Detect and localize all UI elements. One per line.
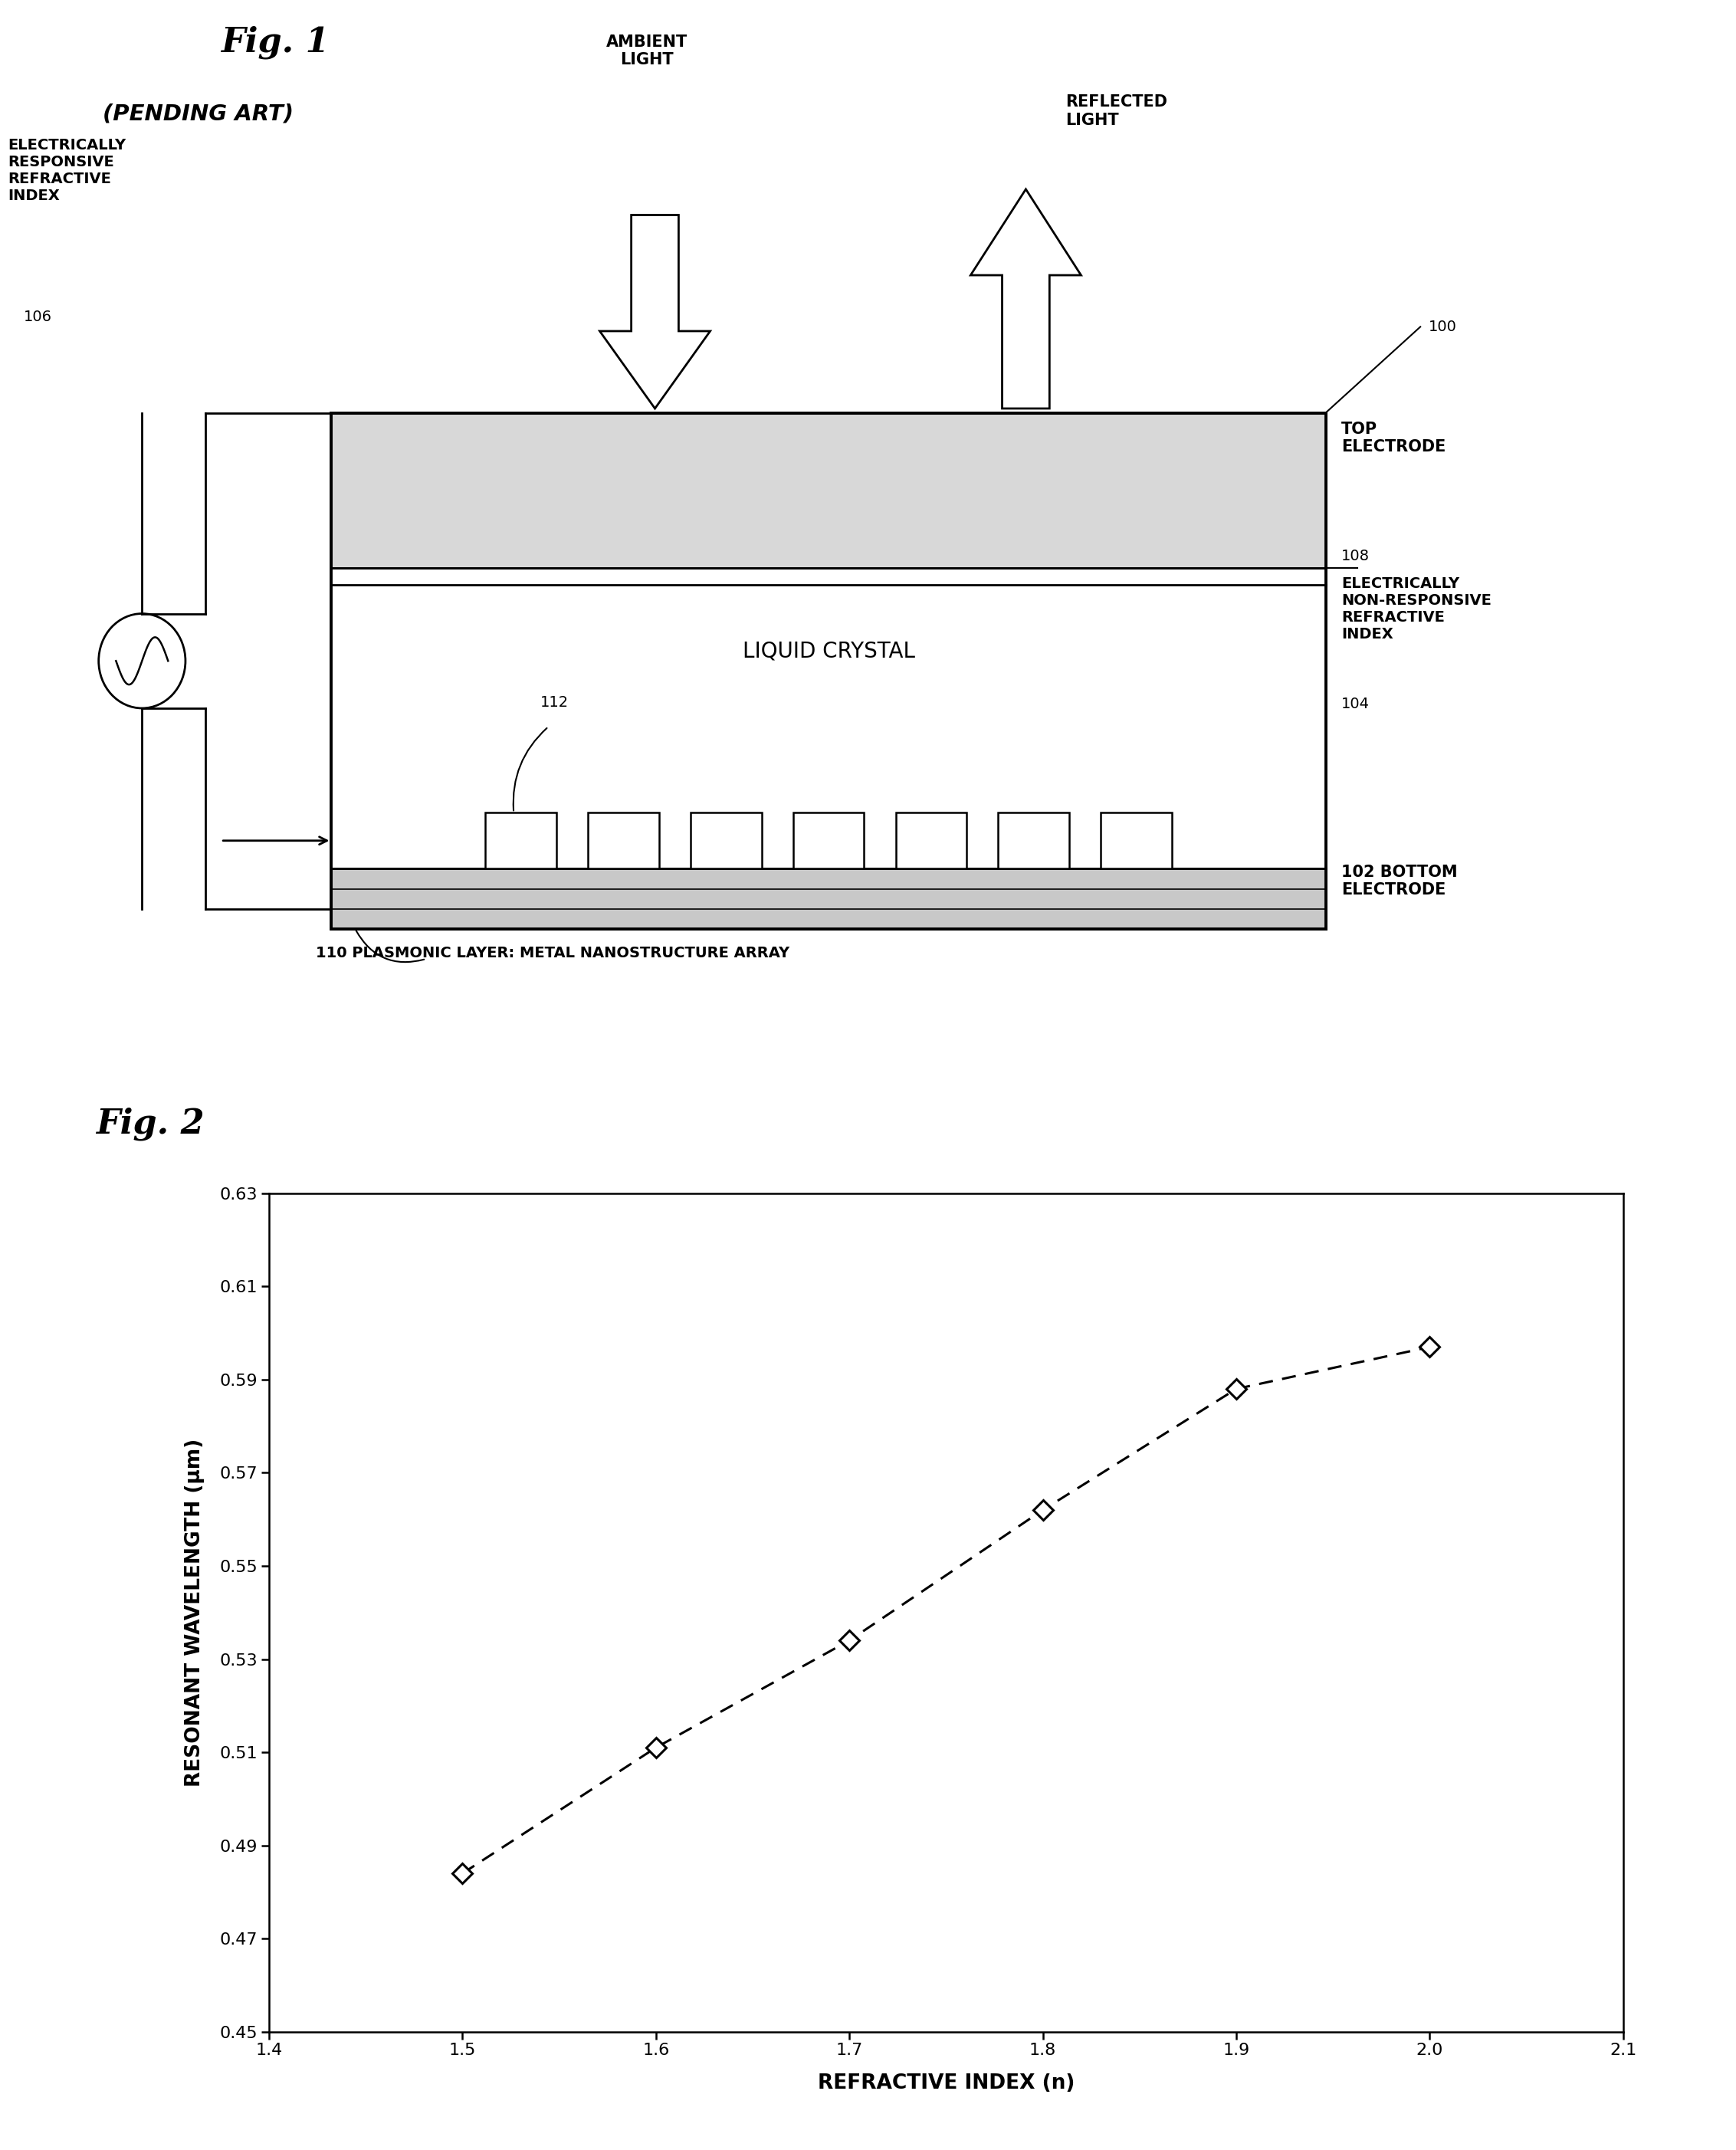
Bar (332, 413, 1326, 568)
Text: 110 PLASMONIC LAYER: METAL NANOSTRUCTURE ARRAY: 110 PLASMONIC LAYER: METAL NANOSTRUCTURE… (316, 946, 790, 961)
Text: Fig. 1: Fig. 1 (220, 26, 330, 60)
Bar (793, 813, 865, 869)
Bar (486, 813, 556, 869)
Text: TOP
ELECTRODE: TOP ELECTRODE (1342, 421, 1446, 454)
Bar (332, 869, 1326, 929)
Text: LIQUID CRYSTAL: LIQUID CRYSTAL (743, 641, 915, 662)
Text: 112: 112 (540, 694, 569, 710)
Polygon shape (599, 215, 710, 409)
Bar (589, 813, 660, 869)
X-axis label: REFRACTIVE INDEX (n): REFRACTIVE INDEX (n) (818, 2073, 1075, 2094)
Text: Fig. 2: Fig. 2 (95, 1107, 205, 1142)
Text: ELECTRICALLY
NON-RESPONSIVE
REFRACTIVE
INDEX: ELECTRICALLY NON-RESPONSIVE REFRACTIVE I… (1342, 576, 1491, 641)
Text: REFLECTED
LIGHT: REFLECTED LIGHT (1066, 95, 1167, 127)
Text: 104: 104 (1342, 697, 1370, 712)
Bar (691, 813, 762, 869)
Bar (998, 813, 1069, 869)
Text: ELECTRICALLY
RESPONSIVE
REFRACTIVE
INDEX: ELECTRICALLY RESPONSIVE REFRACTIVE INDEX (9, 138, 127, 202)
Text: ITO: ITO (809, 479, 849, 501)
Text: (PENDING ART): (PENDING ART) (102, 103, 293, 125)
Bar (896, 813, 967, 869)
Text: 102 BOTTOM
ELECTRODE: 102 BOTTOM ELECTRODE (1342, 864, 1458, 897)
Text: 108: 108 (1342, 548, 1370, 563)
Text: 100: 100 (1429, 320, 1457, 333)
Y-axis label: RESONANT WAVELENGTH (µm): RESONANT WAVELENGTH (µm) (186, 1438, 205, 1787)
Bar (1101, 813, 1172, 869)
Text: AMBIENT
LIGHT: AMBIENT LIGHT (606, 34, 687, 67)
Bar (332, 413, 1326, 929)
Text: 106: 106 (24, 310, 52, 325)
Polygon shape (970, 189, 1082, 409)
